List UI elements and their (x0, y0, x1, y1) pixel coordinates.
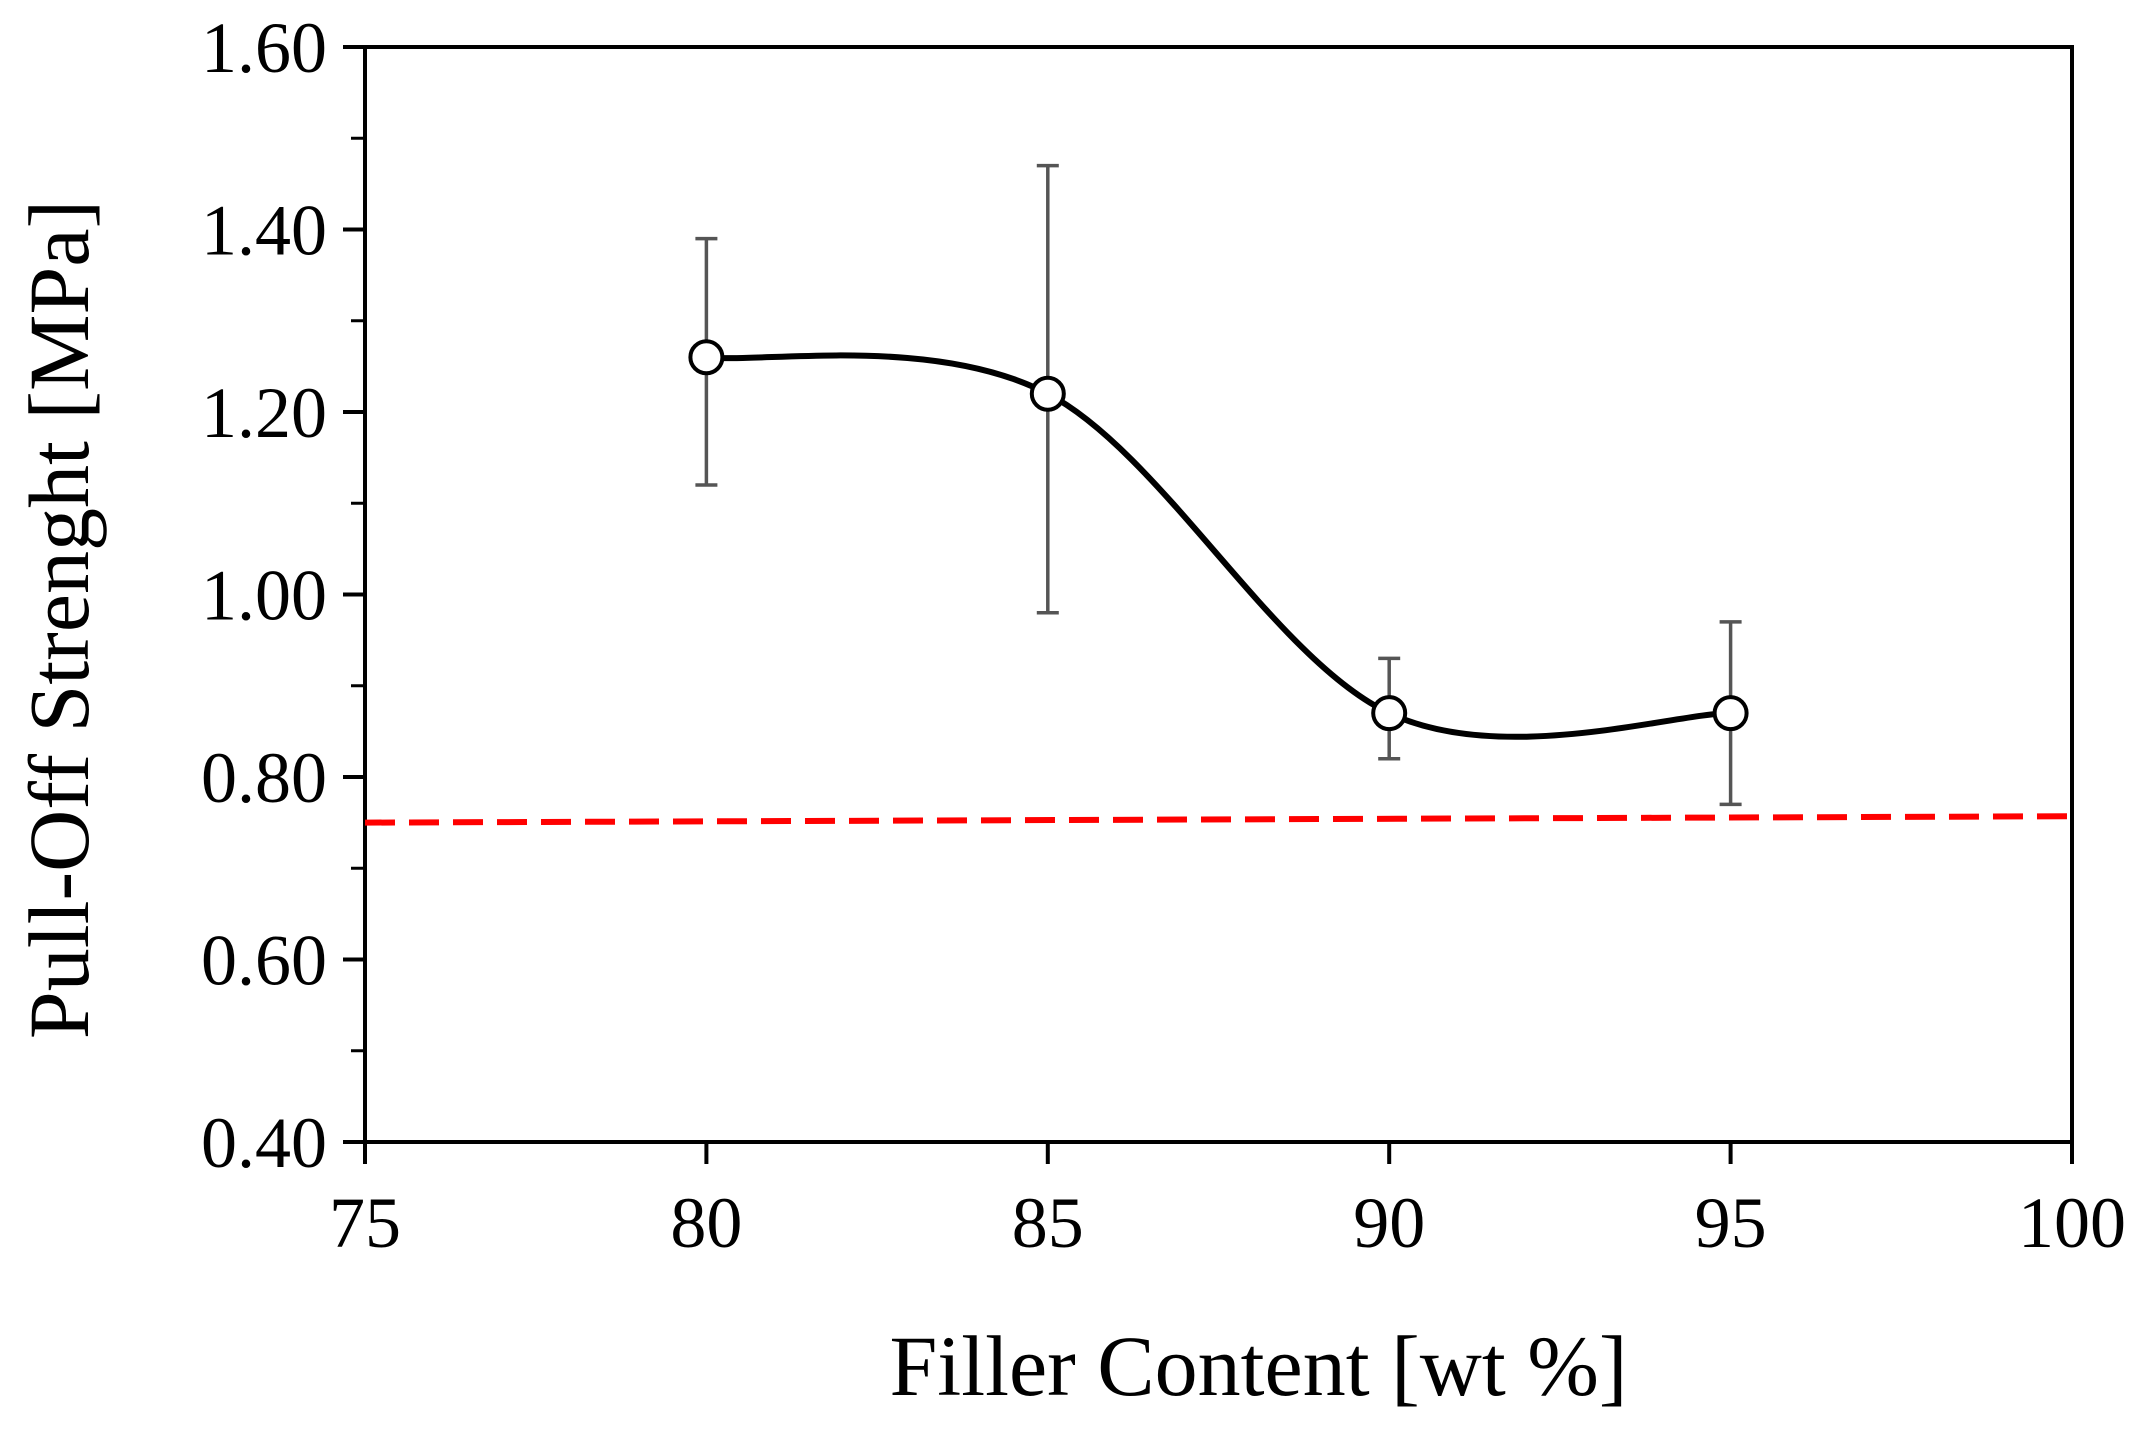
y-tick-label: 1.00 (201, 556, 327, 636)
y-tick-label: 1.40 (201, 191, 327, 271)
y-tick-label: 1.60 (201, 8, 327, 88)
x-tick-label: 90 (1353, 1183, 1425, 1263)
series-line (706, 352, 1731, 740)
data-point (1712, 695, 1749, 732)
x-tick-label: 95 (1695, 1183, 1767, 1263)
x-tick-label: 100 (2018, 1183, 2126, 1263)
y-tick-label: 0.80 (201, 738, 327, 818)
y-axis-title: Pull-Off Strenght [MPa] (11, 200, 107, 1039)
plot-frame (363, 45, 2074, 1144)
x-axis-title: Filler Content [wt %] (889, 1318, 1627, 1414)
data-point (688, 339, 725, 376)
y-tick-label: 0.60 (201, 921, 327, 1001)
x-tick-label: 80 (670, 1183, 742, 1263)
y-tick-label: 1.20 (201, 373, 327, 453)
data-point (1029, 375, 1066, 412)
x-tick-label: 85 (1012, 1183, 1084, 1263)
reference-line (364, 813, 2073, 826)
x-tick-label: 75 (329, 1183, 401, 1263)
y-tick-label: 0.40 (201, 1103, 327, 1183)
data-point (1371, 695, 1408, 732)
